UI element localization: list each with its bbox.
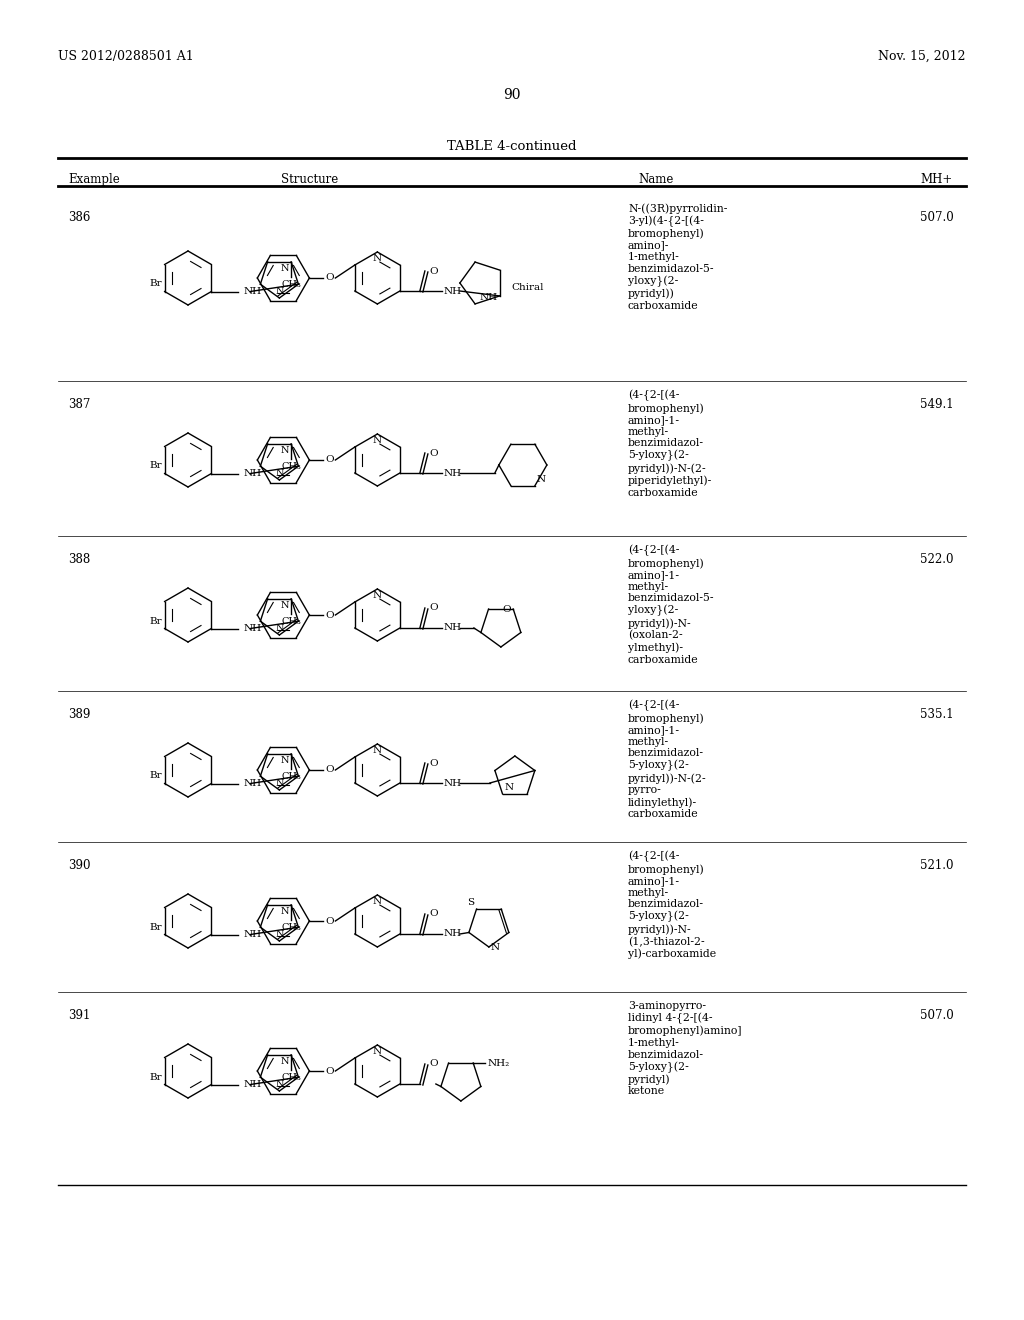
- Text: 522.0: 522.0: [920, 553, 953, 566]
- Text: Br: Br: [150, 280, 162, 289]
- Text: 3-aminopyrro-
lidinyl 4-{2-[(4-
bromophenyl)amino]
1-methyl-
benzimidazol-
5-ylo: 3-aminopyrro- lidinyl 4-{2-[(4- bromophe…: [628, 1001, 742, 1097]
- Text: 390: 390: [68, 859, 90, 873]
- Text: N: N: [275, 779, 284, 788]
- Text: N: N: [373, 746, 382, 755]
- Text: N: N: [281, 264, 289, 273]
- Text: O: O: [429, 603, 437, 612]
- Text: Br: Br: [150, 771, 162, 780]
- Text: O: O: [325, 766, 334, 775]
- Text: N: N: [373, 436, 382, 445]
- Text: Br: Br: [150, 1072, 162, 1081]
- Text: 535.1: 535.1: [920, 708, 953, 721]
- Text: O: O: [429, 909, 437, 919]
- Text: N: N: [275, 469, 284, 478]
- Text: CH₃: CH₃: [282, 772, 301, 781]
- Text: NH: NH: [443, 286, 462, 296]
- Text: N: N: [275, 931, 284, 939]
- Text: O: O: [429, 449, 437, 458]
- Text: Nov. 15, 2012: Nov. 15, 2012: [879, 50, 966, 63]
- Text: N: N: [275, 624, 284, 634]
- Text: N-((3R)pyrrolidin-
3-yl)(4-{2-[(4-
bromophenyl)
amino]-
1-methyl-
benzimidazol-5: N-((3R)pyrrolidin- 3-yl)(4-{2-[(4- bromo…: [628, 203, 727, 310]
- Text: 391: 391: [68, 1008, 90, 1022]
- Text: CH₃: CH₃: [282, 616, 301, 626]
- Text: NH: NH: [244, 624, 261, 634]
- Text: NH: NH: [244, 779, 261, 788]
- Text: TABLE 4-continued: TABLE 4-continued: [447, 140, 577, 153]
- Text: 389: 389: [68, 708, 90, 721]
- Text: NH: NH: [479, 293, 498, 302]
- Text: 387: 387: [68, 399, 90, 411]
- Text: 386: 386: [68, 211, 90, 224]
- Text: NH: NH: [244, 1080, 261, 1089]
- Text: S: S: [467, 898, 474, 907]
- Text: NH: NH: [244, 469, 261, 478]
- Text: O: O: [325, 455, 334, 465]
- Text: N: N: [373, 253, 382, 263]
- Text: N: N: [281, 907, 289, 916]
- Text: Br: Br: [150, 923, 162, 932]
- Text: Example: Example: [68, 173, 120, 186]
- Text: Chiral: Chiral: [511, 282, 544, 292]
- Text: CH₃: CH₃: [282, 462, 301, 471]
- Text: (4-{2-[(4-
bromophenyl)
amino]-1-
methyl-
benzimidazol-5-
yloxy}(2-
pyridyl))-N-: (4-{2-[(4- bromophenyl) amino]-1- methyl…: [628, 545, 715, 664]
- Text: 549.1: 549.1: [920, 399, 953, 411]
- Text: N: N: [281, 601, 289, 610]
- Text: Name: Name: [638, 173, 674, 186]
- Text: N: N: [505, 783, 514, 792]
- Text: Br: Br: [150, 616, 162, 626]
- Text: O: O: [429, 1060, 437, 1068]
- Text: 521.0: 521.0: [920, 859, 953, 873]
- Text: NH: NH: [443, 623, 462, 632]
- Text: N: N: [281, 1057, 289, 1065]
- Text: CH₃: CH₃: [282, 280, 301, 289]
- Text: O: O: [429, 759, 437, 767]
- Text: N: N: [373, 1047, 382, 1056]
- Text: 388: 388: [68, 553, 90, 566]
- Text: (4-{2-[(4-
bromophenyl)
amino]-1-
methyl-
benzimidazol-
5-yloxy}(2-
pyridyl))-N-: (4-{2-[(4- bromophenyl) amino]-1- methyl…: [628, 700, 707, 820]
- Text: Br: Br: [150, 462, 162, 470]
- Text: N: N: [275, 286, 284, 296]
- Text: NH: NH: [244, 286, 261, 296]
- Text: CH₃: CH₃: [282, 1073, 301, 1082]
- Text: O: O: [325, 273, 334, 282]
- Text: O: O: [503, 605, 511, 614]
- Text: Structure: Structure: [282, 173, 339, 186]
- Text: NH: NH: [443, 469, 462, 478]
- Text: N: N: [537, 475, 546, 484]
- Text: NH: NH: [244, 931, 261, 939]
- Text: N: N: [281, 446, 289, 455]
- Text: O: O: [325, 1067, 334, 1076]
- Text: O: O: [429, 267, 437, 276]
- Text: MH+: MH+: [920, 173, 952, 186]
- Text: 507.0: 507.0: [920, 211, 953, 224]
- Text: 507.0: 507.0: [920, 1008, 953, 1022]
- Text: N: N: [373, 898, 382, 906]
- Text: CH₃: CH₃: [282, 923, 301, 932]
- Text: US 2012/0288501 A1: US 2012/0288501 A1: [58, 50, 194, 63]
- Text: O: O: [325, 916, 334, 925]
- Text: N: N: [275, 1080, 284, 1089]
- Text: NH₂: NH₂: [487, 1059, 510, 1068]
- Text: N: N: [373, 591, 382, 601]
- Text: (4-{2-[(4-
bromophenyl)
amino]-1-
methyl-
benzimidazol-
5-yloxy}(2-
pyridyl))-N-: (4-{2-[(4- bromophenyl) amino]-1- methyl…: [628, 389, 713, 498]
- Text: O: O: [325, 610, 334, 619]
- Text: N: N: [490, 942, 500, 952]
- Text: 90: 90: [503, 88, 521, 102]
- Text: (4-{2-[(4-
bromophenyl)
amino]-1-
methyl-
benzimidazol-
5-yloxy}(2-
pyridyl))-N-: (4-{2-[(4- bromophenyl) amino]-1- methyl…: [628, 851, 716, 960]
- Text: NH: NH: [443, 779, 462, 788]
- Text: N: N: [281, 756, 289, 764]
- Text: NH: NH: [443, 929, 462, 939]
